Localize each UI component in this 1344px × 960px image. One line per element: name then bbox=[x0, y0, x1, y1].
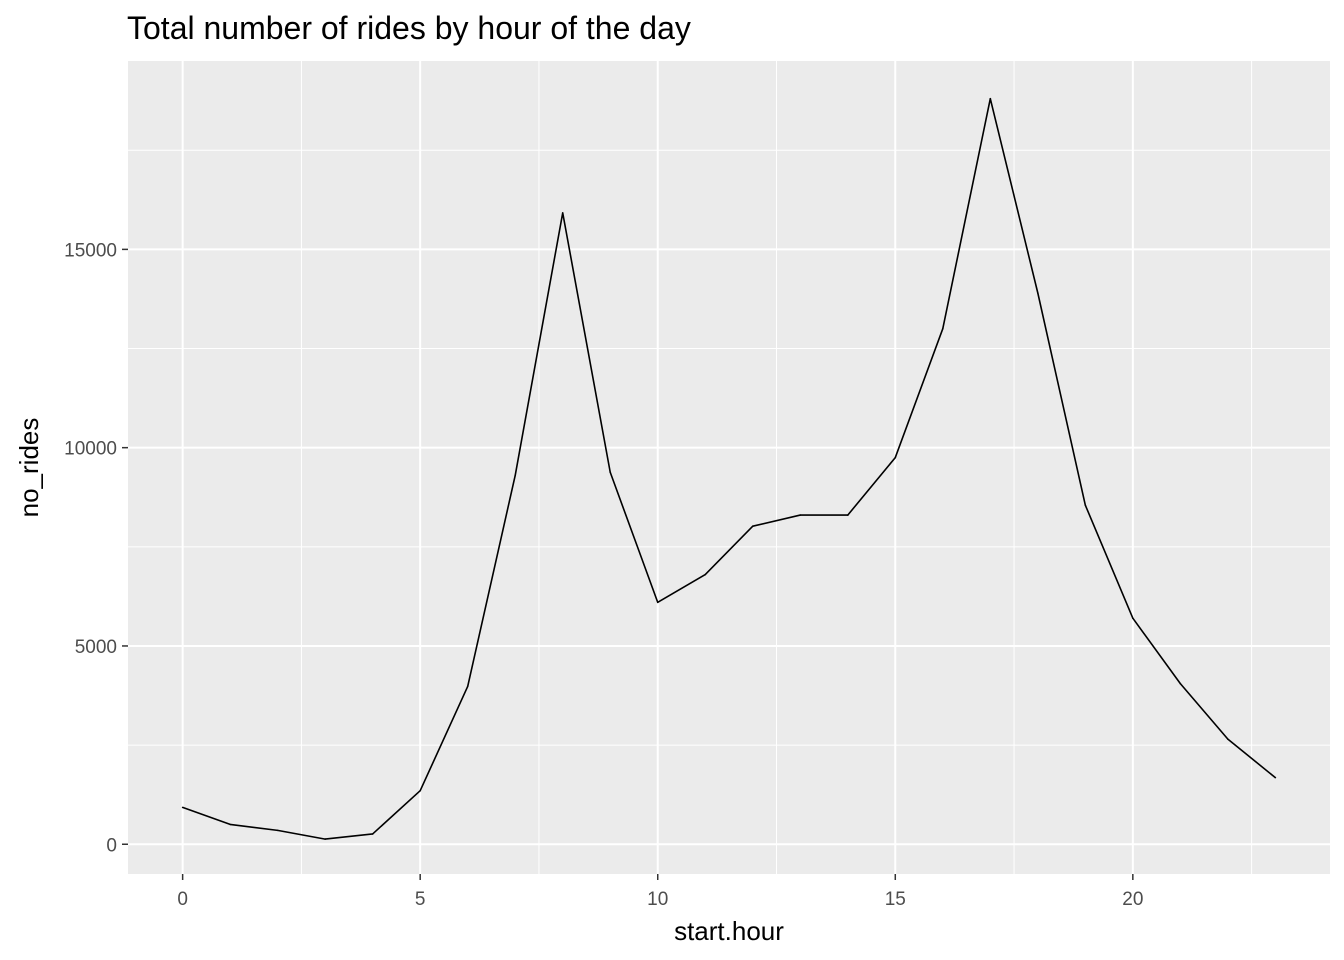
data-point bbox=[419, 789, 421, 792]
x-tick-label: 15 bbox=[885, 889, 906, 910]
data-point bbox=[466, 685, 469, 688]
y-tick-label: 0 bbox=[106, 835, 117, 856]
series-layer bbox=[181, 97, 1277, 840]
data-point bbox=[1179, 682, 1182, 685]
data-point bbox=[561, 212, 564, 214]
x-tick-label: 5 bbox=[415, 889, 426, 910]
x-tick-label: 0 bbox=[177, 889, 188, 910]
series-line bbox=[182, 97, 1276, 840]
data-point bbox=[799, 514, 802, 516]
data-point bbox=[846, 514, 849, 516]
data-point bbox=[609, 471, 612, 474]
data-point bbox=[894, 456, 897, 459]
y-tick-label: 5000 bbox=[75, 637, 117, 658]
data-point bbox=[514, 474, 517, 477]
data-point bbox=[229, 823, 231, 826]
data-point bbox=[941, 327, 944, 330]
data-point bbox=[276, 829, 279, 832]
y-tick-label: 10000 bbox=[64, 439, 117, 460]
data-point bbox=[371, 833, 374, 835]
y-axis-title: no_rides bbox=[14, 418, 44, 518]
y-axis: 0 5000 10000 15000 bbox=[64, 240, 128, 856]
x-tick-label: 10 bbox=[647, 889, 668, 910]
data-point bbox=[704, 573, 707, 576]
data-point bbox=[1084, 504, 1087, 506]
data-point bbox=[656, 601, 659, 604]
x-axis: 0 5 10 15 20 bbox=[177, 874, 1143, 910]
data-point bbox=[1132, 617, 1134, 620]
data-point bbox=[324, 838, 326, 840]
major-gridlines bbox=[128, 61, 1330, 874]
plot-panel bbox=[128, 61, 1330, 874]
data-point bbox=[181, 806, 184, 809]
data-point bbox=[1227, 738, 1229, 740]
x-axis-title: start.hour bbox=[674, 916, 784, 946]
y-tick-label: 15000 bbox=[64, 240, 117, 261]
x-tick-label: 20 bbox=[1122, 889, 1143, 910]
data-point bbox=[751, 525, 754, 527]
chart-title: Total number of rides by hour of the day bbox=[127, 10, 691, 46]
data-point bbox=[1037, 292, 1039, 294]
data-point bbox=[1274, 776, 1277, 779]
data-point bbox=[989, 97, 992, 100]
